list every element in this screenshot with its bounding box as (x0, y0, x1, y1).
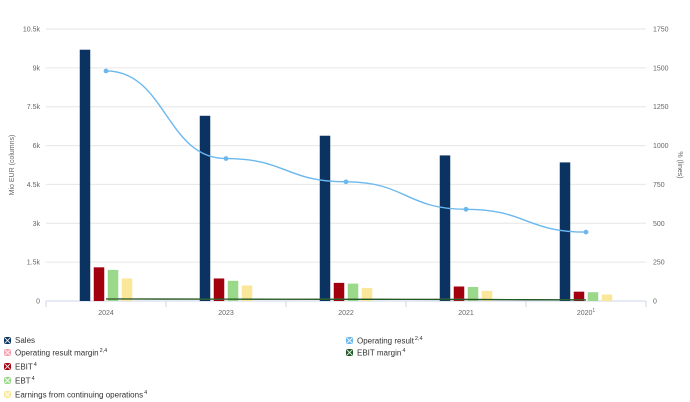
chart-legend: Sales Operating result2,4 Operating result… (0, 334, 690, 402)
legend-footnote: 2,4 (414, 336, 423, 342)
legend-swatch (346, 337, 353, 345)
y-right-tick-label: 1250 (653, 104, 669, 111)
x-tick-label: 2022 (338, 310, 354, 317)
legend-label: EBIT margin4 (357, 348, 406, 358)
y-right-tick-label: 1500 (653, 65, 669, 72)
bar-ebt (347, 283, 359, 301)
bar-sales (439, 155, 451, 301)
legend-swatch (4, 337, 11, 344)
legend-swatch (4, 363, 11, 371)
bar-earnings-from-continuing-operations (361, 288, 373, 301)
y-left-tick-label: 1.5k (27, 260, 41, 267)
legend-label: Sales (15, 336, 36, 345)
bar-sales (319, 135, 331, 301)
bar-ebt (467, 287, 479, 301)
y-right-tick-label: 1750 (653, 27, 669, 34)
y-right-tick-label: 500 (653, 221, 665, 228)
bar-ebt (107, 269, 119, 301)
x-tick-label: 2024 (98, 310, 114, 317)
line-operating-result (105, 70, 587, 233)
legend-item-ebit[interactable]: EBIT4 (4, 362, 37, 372)
legend-swatch (4, 349, 11, 357)
legend-item-operating-result[interactable]: Operating result2,4 (346, 336, 423, 346)
legend-swatch (4, 391, 11, 399)
point-operating-result (223, 156, 229, 161)
y-left-tick-label: 3k (33, 221, 41, 228)
legend-footnote: 4 (144, 390, 148, 396)
y-left-tick-label: 4.5k (27, 182, 41, 189)
bar-ebt (587, 292, 599, 301)
legend-item-ebt[interactable]: EBT4 (4, 376, 35, 386)
x-tick-label: 20201 (577, 308, 596, 317)
point-operating-result (583, 229, 589, 235)
x-tick-label: 2023 (218, 310, 234, 317)
right-axis-title: % (lines) (676, 151, 683, 178)
y-left-tick-label: 10.5k (23, 27, 41, 34)
column-series (79, 49, 613, 302)
point-operating-result (103, 68, 109, 74)
bar-earnings-from-continuing-operations (601, 294, 613, 301)
y-left-tick-label: 7.5k (27, 104, 41, 111)
legend-label: Earnings from continuing operations4 (15, 390, 148, 400)
bar-ebit (573, 291, 585, 301)
bar-ebit (333, 282, 345, 301)
legend-item-sales[interactable]: Sales (4, 336, 35, 345)
bar-ebit (93, 267, 105, 301)
bar-earnings-from-continuing-operations (241, 285, 253, 301)
bar-sales (79, 49, 91, 301)
x-tick-footnote: 1 (592, 308, 595, 314)
y-left-tick-label: 6k (33, 143, 41, 150)
bar-earnings-from-continuing-operations (481, 290, 493, 301)
legend-footnote: 4 (33, 362, 37, 368)
y-right-tick-label: 750 (653, 182, 665, 189)
legend-swatch (4, 377, 11, 385)
combo-chart: 0 1.5k 3k 4.5k 6k 7.5k 9k 10.5k 0 250 500 750 1000 1… (9, 27, 683, 318)
bar-ebit (453, 286, 465, 301)
point-operating-result (463, 206, 469, 212)
y-right-tick-label: 0 (653, 299, 657, 306)
bar-ebit (213, 278, 225, 301)
line-ebit-margin (105, 298, 587, 301)
legend-label: EBIT4 (15, 362, 37, 372)
x-axis-ticks: 2024 2023 2022 2021 20201 (98, 308, 595, 317)
legend-footnote: 4 (31, 376, 35, 382)
bar-sales (199, 115, 211, 302)
legend-swatch (346, 349, 353, 357)
legend-item-operating-result-margin[interactable]: Operating result margin2,4 (4, 348, 107, 358)
y-right-tick-label: 250 (653, 260, 665, 267)
y-left-tick-label: 0 (36, 299, 40, 306)
legend-label: Operating result margin2,4 (15, 348, 108, 358)
left-axis-title: Mio EUR (columns) (9, 135, 16, 196)
grid-lines (45, 28, 647, 307)
legend-footnote: 4 (402, 348, 406, 354)
bar-earnings-from-continuing-operations (121, 278, 133, 301)
bar-ebt (227, 280, 239, 301)
y-right-tick-label: 1000 (653, 143, 669, 150)
left-axis-ticks: 0 1.5k 3k 4.5k 6k 7.5k 9k 10.5k (23, 27, 41, 306)
right-axis-ticks: 0 250 500 750 1000 1250 1500 1750 (653, 27, 669, 306)
line-series (103, 68, 589, 301)
bar-sales (559, 162, 571, 301)
legend-footnote: 2,4 (99, 348, 108, 354)
legend-label: EBT4 (15, 376, 35, 386)
legend-item-ebit-margin[interactable]: EBIT margin4 (346, 348, 405, 358)
legend-item-earnings-from-continuing-operations[interactable]: Earnings from continuing operations4 (4, 390, 147, 400)
point-operating-result (343, 179, 349, 185)
y-left-tick-label: 9k (33, 65, 41, 72)
legend-label: Operating result2,4 (357, 336, 423, 346)
x-tick-label: 2021 (458, 310, 474, 317)
